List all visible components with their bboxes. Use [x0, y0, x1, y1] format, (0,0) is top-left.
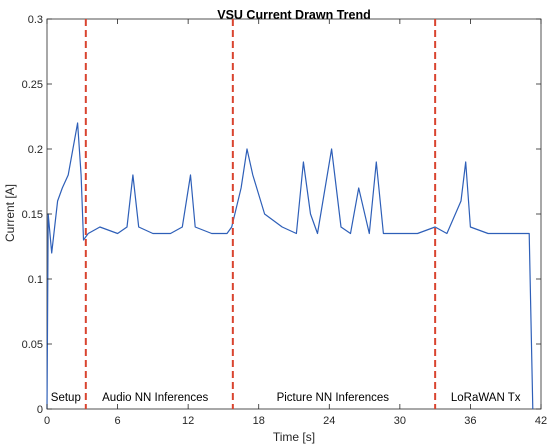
y-tick-label: 0.3 [28, 14, 43, 26]
x-axis: 0 6 12 18 24 30 36 42 [44, 19, 547, 427]
y-tick-label: 0.2 [28, 144, 43, 156]
phase-label: Audio NN Inferences [102, 392, 208, 404]
phase-label: LoRaWAN Tx [451, 392, 521, 404]
current-series-line [46, 122, 534, 410]
x-tick-label: 36 [464, 415, 476, 427]
x-tick-label: 42 [535, 415, 547, 427]
x-tick-label: 18 [253, 415, 265, 427]
y-axis-title: Current [A] [3, 184, 17, 242]
y-tick-label: 0 [37, 404, 43, 416]
x-tick-label: 30 [394, 415, 406, 427]
y-axis: 0 0.05 0.1 0.15 0.2 0.25 0.3 [22, 14, 541, 416]
plot-area [46, 18, 542, 410]
chart-title: VSU Current Drawn Trend [217, 8, 371, 22]
y-tick-label: 0.25 [22, 79, 43, 91]
phase-boundaries [84, 19, 437, 409]
plot-frame [46, 18, 542, 410]
y-tick-label: 0.15 [22, 209, 43, 221]
x-tick-label: 12 [182, 415, 194, 427]
x-tick-label: 24 [323, 415, 335, 427]
x-axis-title: Time [s] [273, 430, 315, 444]
y-tick-label: 0.1 [28, 274, 43, 286]
x-tick-label: 6 [115, 415, 121, 427]
phase-label: Picture NN Inferences [277, 392, 390, 404]
y-tick-label: 0.05 [22, 339, 43, 351]
phase-labels: Setup Audio NN Inferences Picture NN Infer… [51, 392, 521, 404]
x-tick-label: 0 [44, 415, 50, 427]
phase-label: Setup [51, 392, 81, 404]
